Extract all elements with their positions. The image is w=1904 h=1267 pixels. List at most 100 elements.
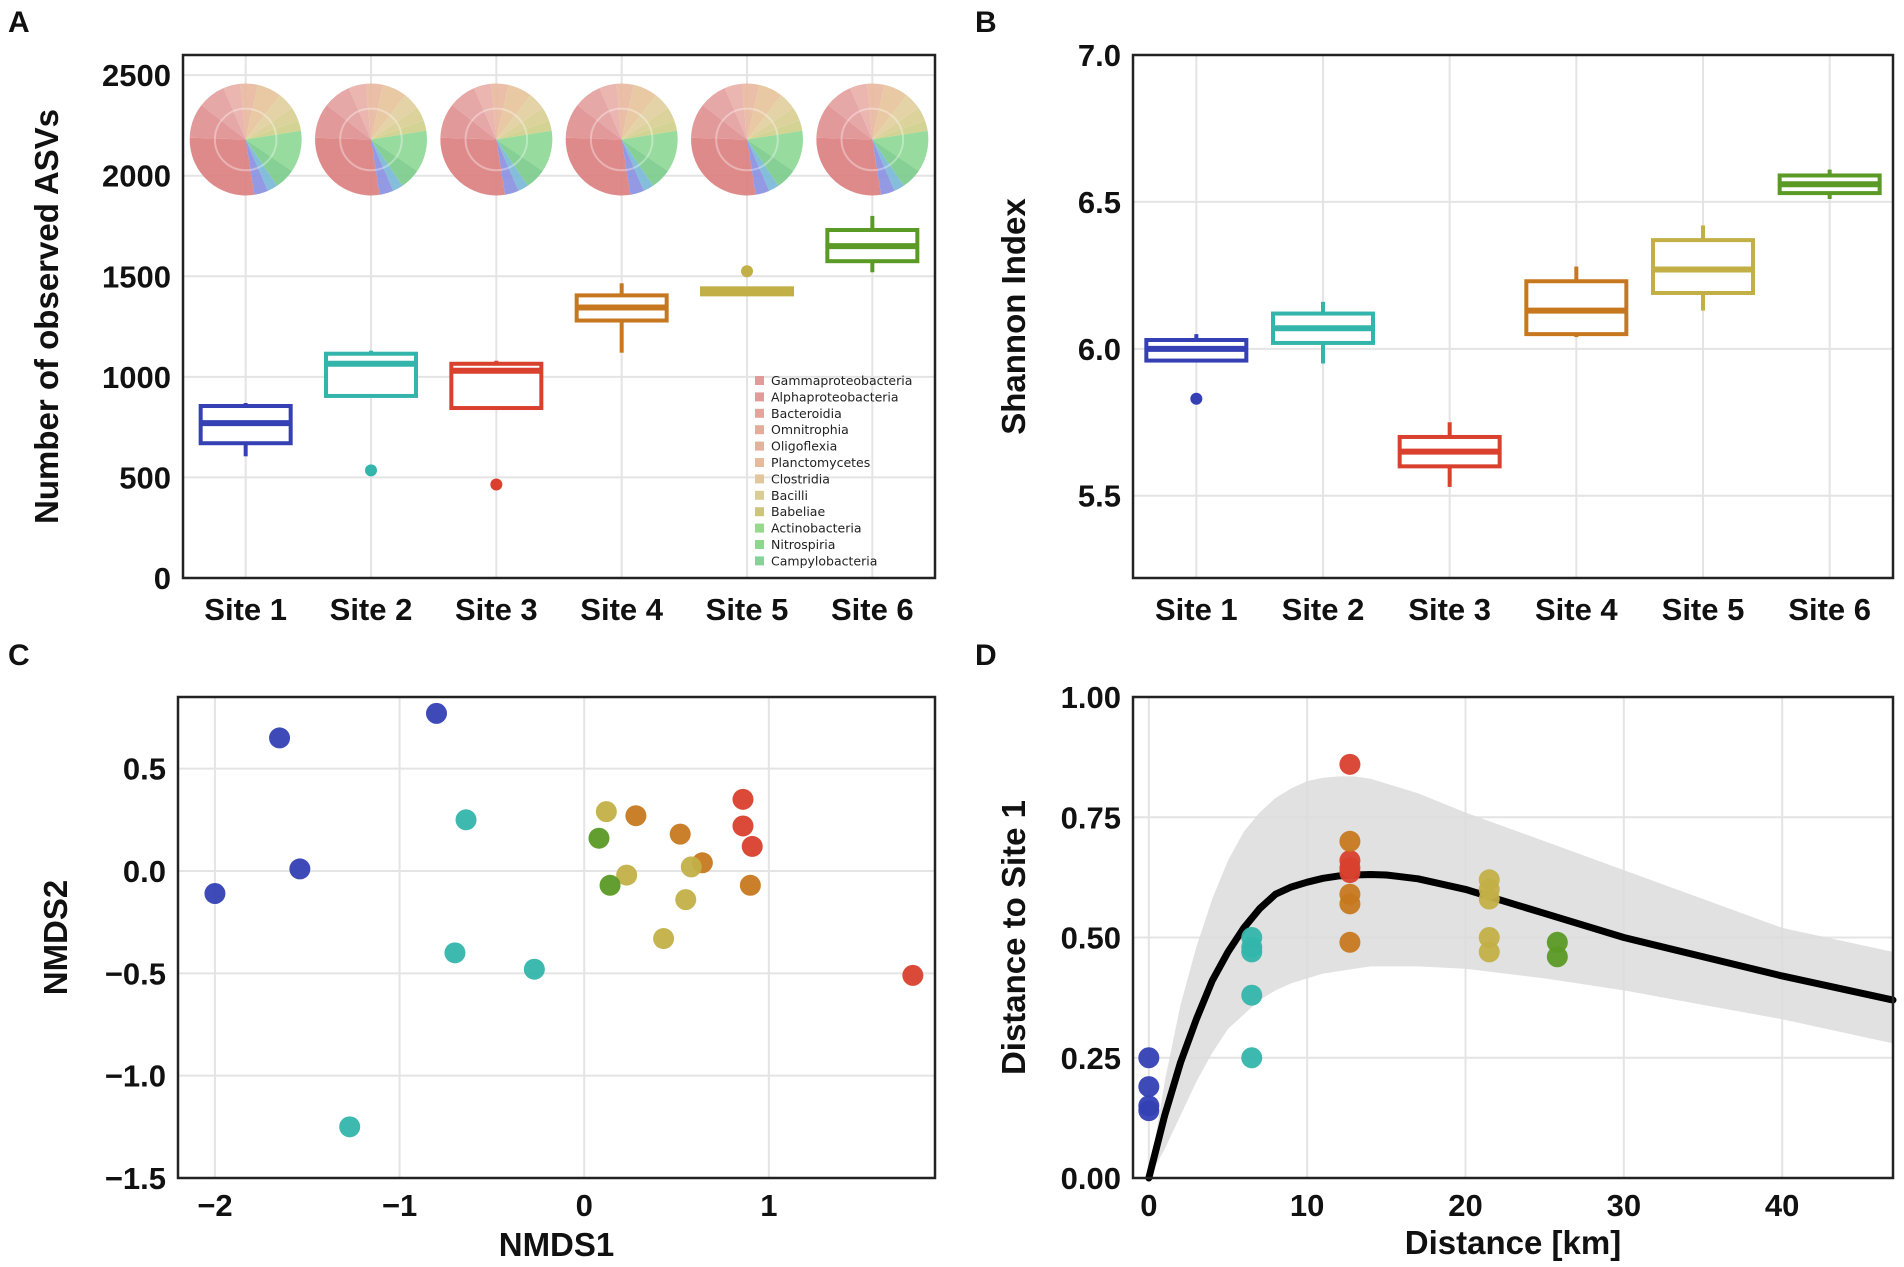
panel-d-distance-decay: 0 10 20 30 40 0.00 0.25 0.50 0.75 1.00 Distance [k… xyxy=(995,680,1897,1261)
y-tick-label: 2500 xyxy=(102,58,171,93)
legend-swatch xyxy=(755,474,764,484)
box-4 xyxy=(1524,266,1629,338)
pie-slice xyxy=(747,108,800,140)
panel-label-b: B xyxy=(975,6,997,39)
scatter-point xyxy=(675,889,697,911)
y-tick-label: 2000 xyxy=(102,159,171,194)
pie-slice xyxy=(201,88,246,140)
pie-slice xyxy=(245,130,302,171)
pie-slice xyxy=(621,130,678,171)
x-tick-label: 0 xyxy=(1140,1188,1157,1223)
box-5 xyxy=(1651,225,1755,311)
pie-slice xyxy=(872,84,907,140)
scatter-point xyxy=(1339,893,1361,915)
legend-swatch xyxy=(755,507,764,517)
pie-slice xyxy=(599,83,622,140)
x-tick-label: Site 5 xyxy=(1662,592,1745,627)
box-2 xyxy=(1271,301,1375,364)
pie-slice xyxy=(872,139,895,195)
pie-slice xyxy=(872,95,919,140)
pie-inner-ring xyxy=(840,107,905,172)
pie-slice xyxy=(872,139,919,186)
scatter-point xyxy=(599,874,621,896)
x-axis-label: Distance [km] xyxy=(1405,1224,1621,1261)
legend-label: Campylobacteria xyxy=(771,553,877,568)
x-tick-label: −2 xyxy=(197,1188,232,1223)
scatter-point xyxy=(1546,946,1568,968)
x-tick-label: Site 5 xyxy=(706,592,789,627)
pie-slice xyxy=(245,84,280,140)
y-tick-label: 0.00 xyxy=(1061,1161,1121,1196)
y-tick-label: 6.0 xyxy=(1078,332,1121,367)
plot-frame xyxy=(1131,695,1895,1180)
legend-swatch xyxy=(755,490,764,500)
pie-slice xyxy=(440,105,497,140)
box-3 xyxy=(449,360,544,491)
pie-slice xyxy=(496,139,528,191)
y-axis-label: Number of observed ASVs xyxy=(28,109,65,524)
x-tick-label: 1 xyxy=(760,1188,777,1223)
scatter-point xyxy=(204,882,226,904)
plot-frame xyxy=(176,695,937,1180)
pie-2 xyxy=(315,83,427,196)
pie-slice xyxy=(496,139,543,186)
y-tick-label: 1500 xyxy=(102,259,171,294)
y-axis-label: Shannon Index xyxy=(995,198,1032,435)
pie-slice xyxy=(245,139,292,186)
y-tick-label: 0.25 xyxy=(1061,1041,1121,1076)
pie-inner-ring xyxy=(464,107,529,172)
scatter-point xyxy=(680,856,702,878)
x-tick-label: 40 xyxy=(1765,1188,1799,1223)
scatter-point xyxy=(269,727,291,749)
pie-slice xyxy=(724,83,747,140)
pie-slice xyxy=(691,105,747,140)
scatter-point xyxy=(1138,1047,1160,1069)
scatter-point xyxy=(1241,1047,1263,1069)
pie-slice xyxy=(621,108,675,140)
legend-swatch xyxy=(755,408,764,418)
pie-slice xyxy=(496,130,553,171)
box-2 xyxy=(324,350,418,477)
pie-slice xyxy=(741,83,760,140)
legend-label: Bacilli xyxy=(771,488,808,503)
legend-label: Oligoflexia xyxy=(771,439,837,454)
pie-slice xyxy=(577,88,622,140)
box-1 xyxy=(198,402,293,457)
x-tick-label: −1 xyxy=(382,1188,417,1223)
pie-slice xyxy=(496,120,552,140)
pie-slice xyxy=(365,83,384,140)
pie-slice xyxy=(621,139,644,195)
box-outlier xyxy=(1190,392,1203,405)
legend-swatch xyxy=(755,458,764,467)
x-tick-label: Site 4 xyxy=(580,592,663,627)
box-1 xyxy=(1144,334,1249,405)
scatter-point xyxy=(1241,941,1263,963)
pie-slice xyxy=(440,137,506,196)
box-6 xyxy=(1777,169,1882,199)
scatter-point xyxy=(741,835,763,857)
x-tick-label: Site 3 xyxy=(455,592,538,627)
pie-slice xyxy=(747,95,794,140)
scatter-point xyxy=(289,858,311,880)
scatter-point xyxy=(1339,862,1361,884)
legend-swatch xyxy=(755,376,764,385)
scatter-point xyxy=(444,942,466,964)
pie-inner-ring xyxy=(715,107,779,172)
scatter-point xyxy=(739,874,761,896)
pie-slice xyxy=(747,120,803,140)
panel-label-c: C xyxy=(8,639,30,672)
pie-slice xyxy=(326,88,371,140)
box-3 xyxy=(1397,422,1502,487)
y-tick-label: −1.0 xyxy=(105,1059,166,1094)
legend-label: Nitrospiria xyxy=(771,537,835,552)
y-tick-label: 1.00 xyxy=(1061,680,1121,715)
scatter-point xyxy=(595,801,617,823)
box-outlier xyxy=(490,478,503,491)
y-tick-label: 1000 xyxy=(102,360,171,395)
x-tick-label: Site 6 xyxy=(1788,592,1871,627)
pie-slice xyxy=(371,139,403,191)
scatter-point xyxy=(1546,931,1568,953)
pie-slice xyxy=(616,83,634,140)
pie-slice xyxy=(872,108,926,140)
